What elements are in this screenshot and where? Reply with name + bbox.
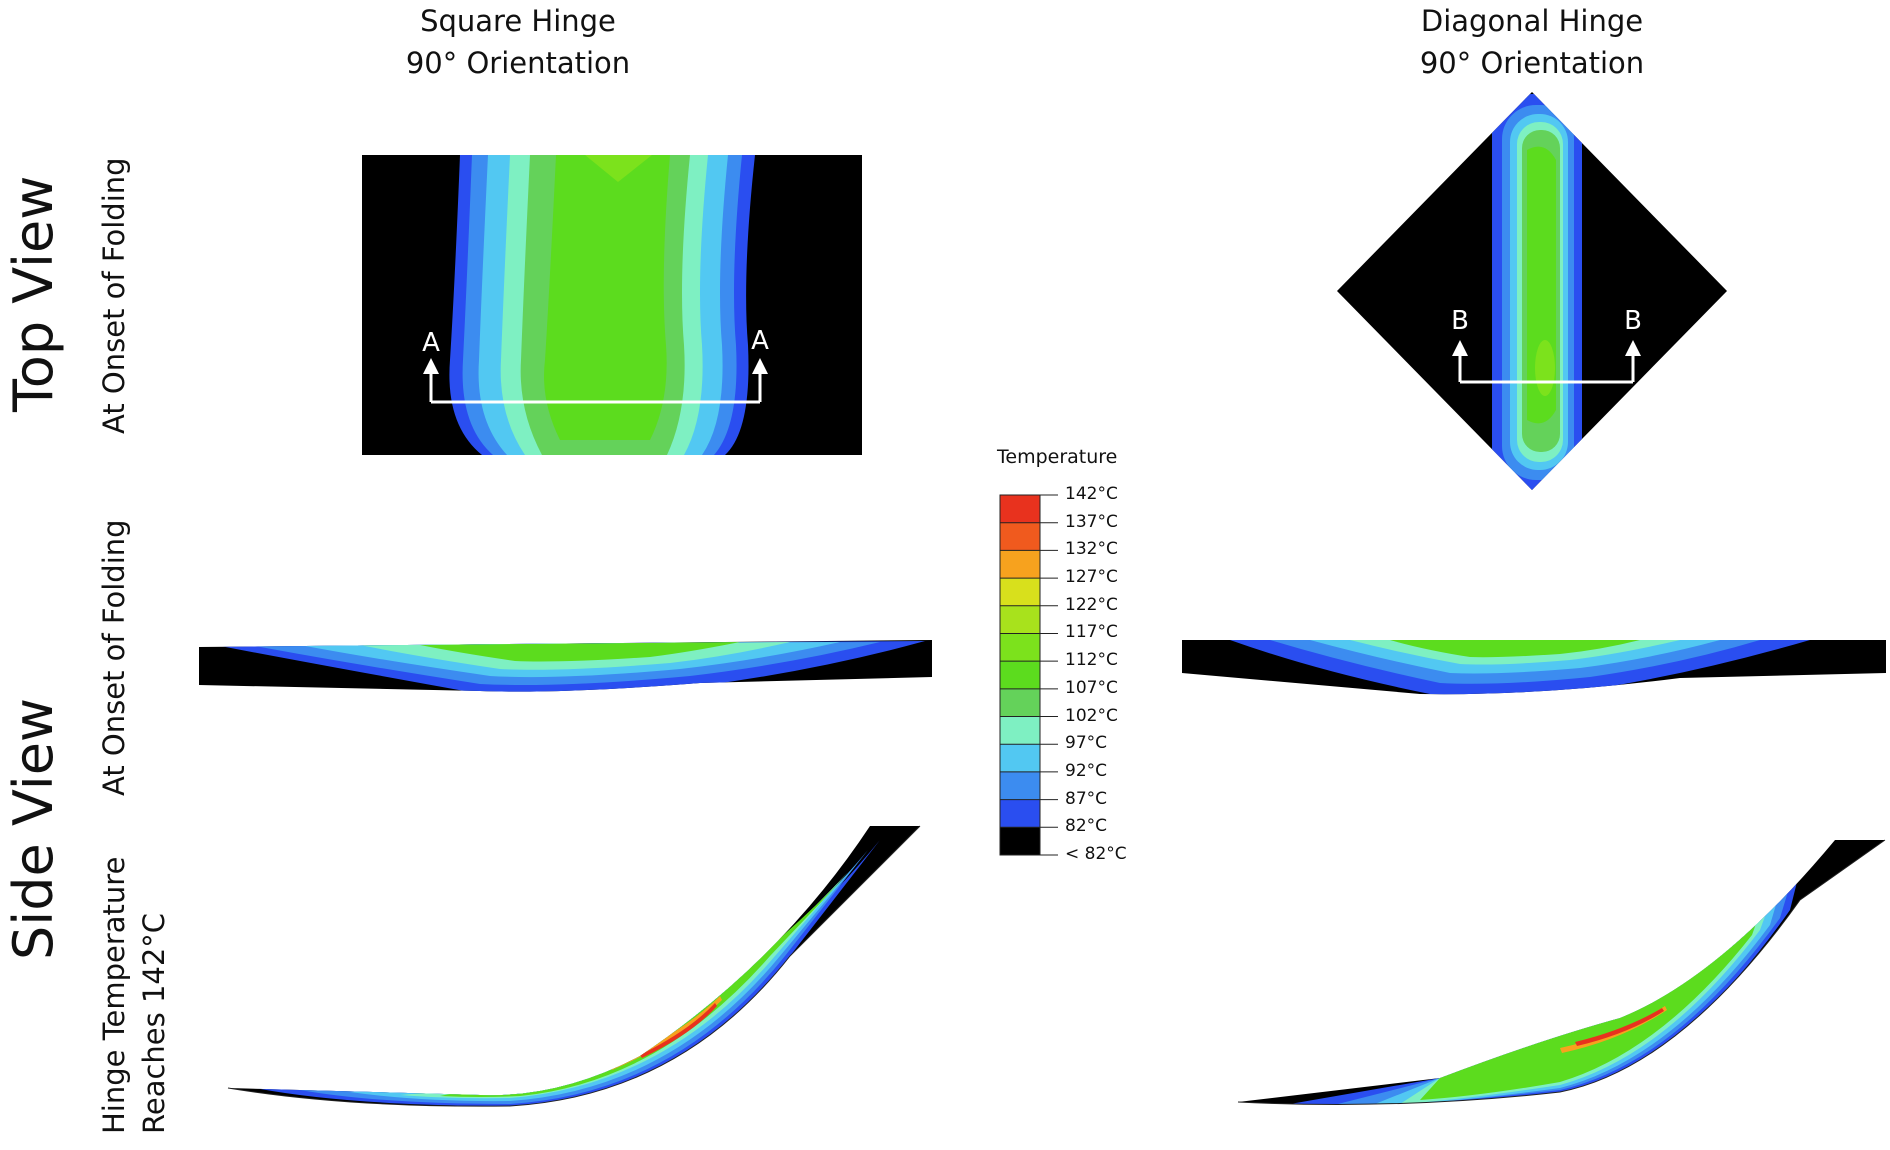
arrowhead-a-left xyxy=(423,358,439,374)
colorbar-segment xyxy=(1000,688,1040,717)
column-title-square-line2: 90° Orientation xyxy=(405,46,631,80)
arrowhead-b-left xyxy=(1452,340,1468,356)
legend-tick-label: 87°C xyxy=(1065,788,1108,809)
colorbar-segment xyxy=(1000,716,1040,745)
diagonal-band-112-spot xyxy=(1535,340,1555,396)
legend-tick-label: 92°C xyxy=(1065,760,1108,781)
row-label-reaches-line2: Reaches 142°C xyxy=(137,912,171,1134)
section-line-a xyxy=(429,372,762,404)
column-title-diagonal-line2: 90° Orientation xyxy=(1419,46,1645,80)
row-label-side-view: Side View xyxy=(2,697,65,960)
legend-tick-label: 117°C xyxy=(1065,622,1118,643)
legend-tick-label: 142°C xyxy=(1065,484,1118,504)
colorbar-segment xyxy=(1000,799,1040,828)
square-side-onset xyxy=(199,640,932,692)
colorbar-segment xyxy=(1000,495,1040,523)
legend-tick-label: 122°C xyxy=(1065,594,1118,615)
square-flat-band-107 xyxy=(420,642,740,662)
colorbar-segment xyxy=(1000,827,1040,855)
legend-title: Temperature xyxy=(997,446,1118,468)
colorbar-segment xyxy=(1000,522,1040,551)
legend-tick-label: < 82°C xyxy=(1065,844,1127,864)
marker-b-left: B xyxy=(1451,306,1469,336)
colorbar-segment xyxy=(1000,550,1040,579)
column-title-diagonal-line1: Diagonal Hinge xyxy=(1420,4,1644,38)
legend-tick-label: 107°C xyxy=(1065,677,1118,698)
square-band-112-tip xyxy=(585,155,652,182)
legend-tick-label: 132°C xyxy=(1065,539,1118,560)
legend-tick-label: 137°C xyxy=(1065,511,1118,532)
colorbar-segment xyxy=(1000,661,1040,689)
legend-tick-label: 102°C xyxy=(1065,705,1118,726)
square-band-107 xyxy=(544,155,670,440)
square-bent-outline xyxy=(227,825,921,1107)
marker-b-right: B xyxy=(1624,306,1642,336)
legend-tick-label: 82°C xyxy=(1065,816,1108,837)
square-hinge-top-view: A A xyxy=(362,155,862,455)
column-title-diagonal: Diagonal Hinge 90° Orientation xyxy=(1282,0,1782,84)
row-label-onset-top: At Onset of Folding xyxy=(97,157,131,434)
marker-a-left: A xyxy=(422,328,440,358)
arrowhead-a-right xyxy=(752,358,768,374)
square-bent-band-92 xyxy=(350,862,858,1102)
diagonal-bent-band-107 xyxy=(1420,918,1758,1100)
square-side-bent xyxy=(227,825,921,1107)
row-label-onset-side: At Onset of Folding xyxy=(97,519,131,796)
row-label-reaches-line1: Hinge Temperature xyxy=(97,856,131,1134)
diagonal-hinge-top-view: B B xyxy=(1337,92,1727,490)
section-line-b xyxy=(1458,354,1635,384)
temperature-colorbar xyxy=(999,494,1058,856)
square-bent-band-82 xyxy=(255,840,880,1106)
colorbar-segment xyxy=(1000,771,1040,800)
legend-tick-label: 112°C xyxy=(1065,650,1118,671)
column-title-square-line1: Square Hinge xyxy=(420,4,616,38)
row-label-reaches: Hinge Temperature Reaches 142°C xyxy=(94,857,174,1134)
square-bent-hotspot-red xyxy=(640,1003,717,1058)
colorbar-segment xyxy=(1000,605,1040,634)
colorbar-segment xyxy=(1000,578,1040,606)
square-bent-body xyxy=(228,826,920,1107)
marker-a-right: A xyxy=(751,326,769,356)
diagonal-bent-hotspot-red xyxy=(1575,1008,1664,1046)
diagonal-bent-outline xyxy=(1237,839,1886,1105)
diagonal-side-onset xyxy=(1182,640,1886,695)
legend-tick-label: 127°C xyxy=(1065,567,1118,588)
column-title-square: Square Hinge 90° Orientation xyxy=(268,0,768,84)
colorbar-segment xyxy=(1000,744,1040,772)
row-label-top-view: Top View xyxy=(2,175,65,412)
square-bent-band-87 xyxy=(300,850,868,1104)
diagonal-side-bent xyxy=(1237,839,1886,1105)
legend-tick-label: 97°C xyxy=(1065,733,1108,754)
diagonal-flat-band-107 xyxy=(1390,640,1640,658)
arrowhead-b-right xyxy=(1625,340,1641,356)
colorbar-segment xyxy=(1000,633,1040,662)
